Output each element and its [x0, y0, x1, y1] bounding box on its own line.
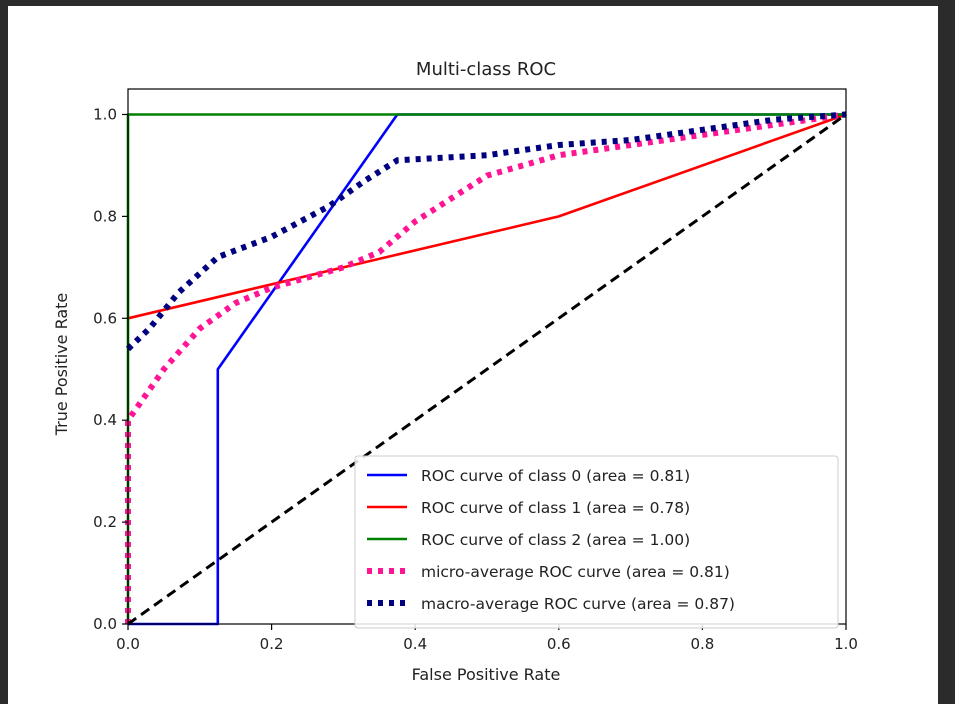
legend-label-2: ROC curve of class 2 (area = 1.00) — [421, 531, 690, 549]
x-tick-label-2: 0.4 — [403, 635, 427, 653]
legend-label-0: ROC curve of class 0 (area = 0.81) — [421, 467, 690, 485]
x-tick-label-3: 0.6 — [547, 635, 571, 653]
series-line-3 — [125, 111, 847, 624]
y-axis-title: True Positive Rate — [52, 293, 71, 437]
legend-label-1: ROC curve of class 1 (area = 0.78) — [421, 499, 690, 517]
y-tick-label-2: 0.4 — [93, 411, 117, 429]
y-tick-label-1: 0.2 — [93, 513, 117, 531]
legend-label-4: macro-average ROC curve (area = 0.87) — [421, 595, 735, 613]
x-axis-title: False Positive Rate — [412, 665, 561, 684]
x-tick-label-0: 0.0 — [116, 635, 140, 653]
legend: ROC curve of class 0 (area = 0.81) ROC cu… — [354, 455, 839, 629]
y-tick-label-3: 0.6 — [93, 309, 117, 327]
series-line-1 — [127, 113, 847, 320]
roc-chart: Multi-class ROC False Positive Rate True… — [52, 59, 858, 684]
x-tick-label-5: 1.0 — [834, 635, 858, 653]
y-tick-label-4: 0.8 — [93, 207, 117, 225]
y-tick-label-0: 0.0 — [93, 615, 117, 633]
x-tick-label-4: 0.8 — [690, 635, 714, 653]
series-line-5 — [127, 113, 847, 626]
legend-label-3: micro-average ROC curve (area = 0.81) — [421, 563, 730, 581]
series-line-4 — [125, 111, 847, 352]
x-tick-label-1: 0.2 — [260, 635, 284, 653]
legend-box — [354, 455, 839, 629]
y-tick-label-5: 1.0 — [93, 105, 117, 123]
chart-canvas: Multi-class ROC False Positive Rate True… — [8, 6, 938, 704]
chart-title: Multi-class ROC — [416, 59, 556, 80]
